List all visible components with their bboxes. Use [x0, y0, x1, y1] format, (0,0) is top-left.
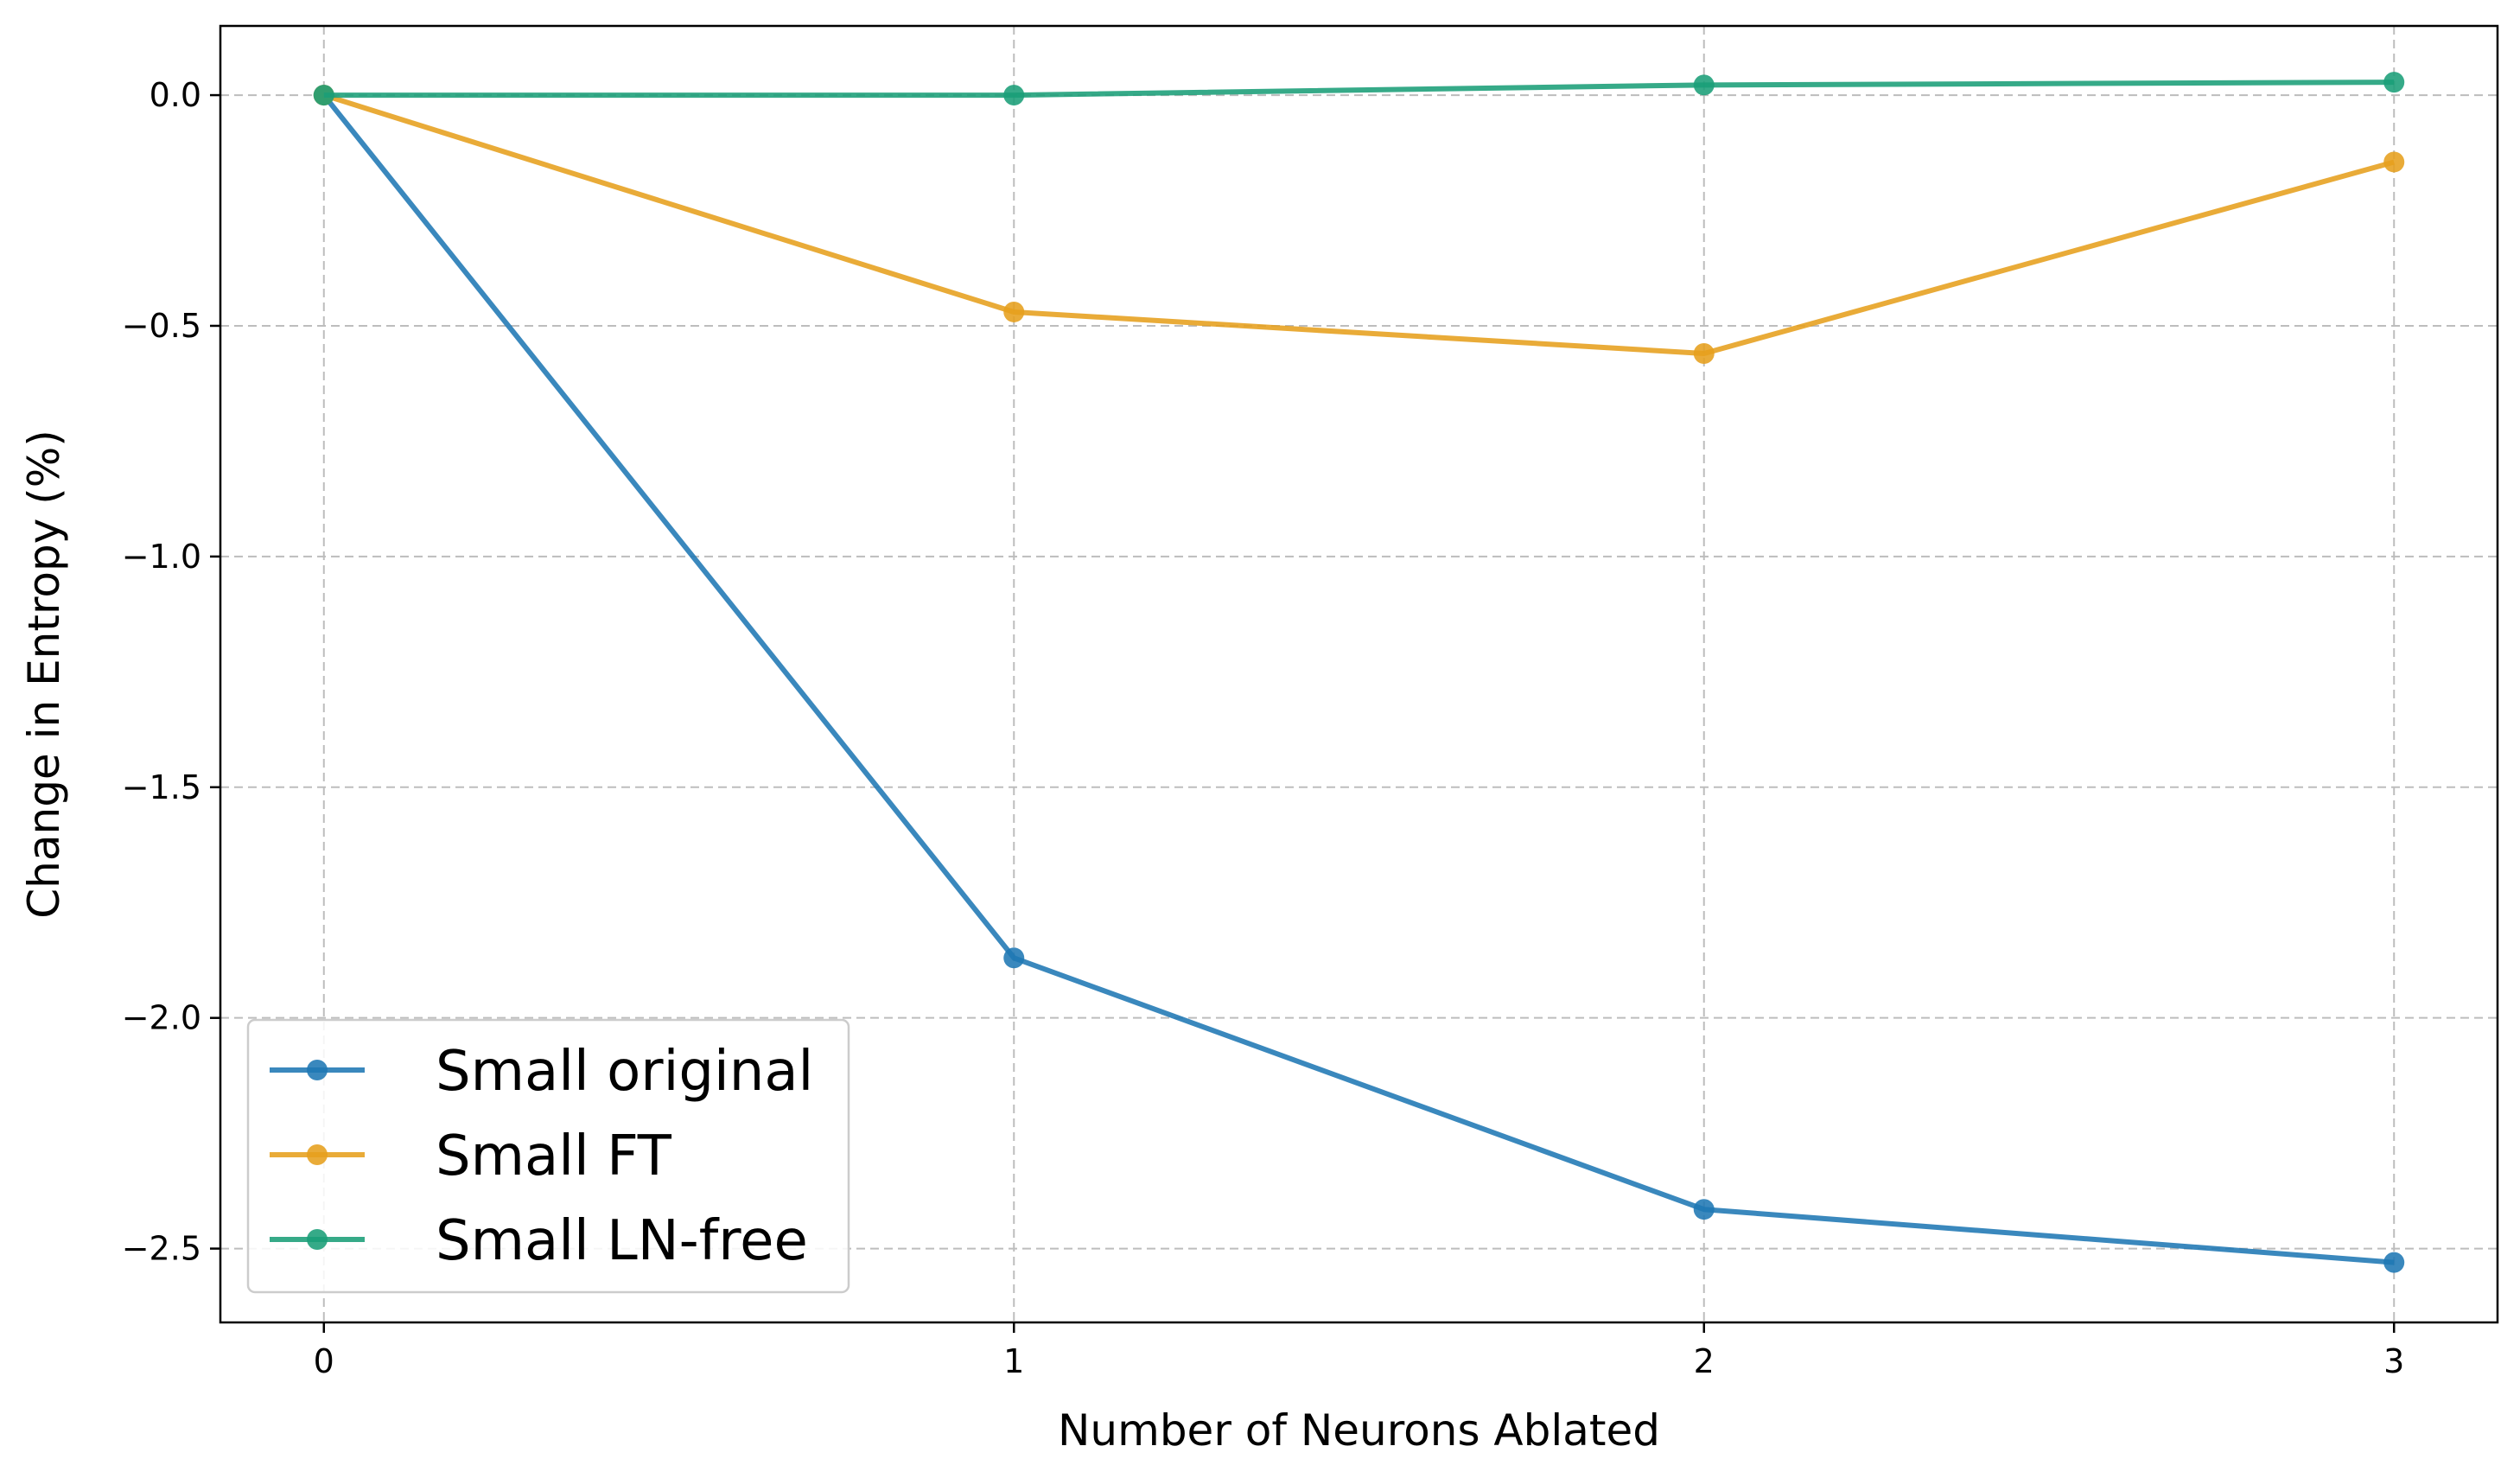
x-tick-label: 2 — [1694, 1342, 1715, 1380]
y-tick-label: −1.0 — [122, 538, 201, 576]
y-tick-label: −2.5 — [122, 1230, 201, 1268]
series-2 — [313, 72, 2405, 106]
x-tick-label: 1 — [1003, 1342, 1024, 1380]
legend-entry: Small FT — [270, 1124, 672, 1188]
series-lines — [313, 72, 2405, 1273]
series-1 — [313, 85, 2405, 365]
legend-marker — [307, 1060, 328, 1080]
legend-marker — [307, 1229, 328, 1250]
data-point — [1003, 85, 1025, 106]
plot-area-frame — [219, 24, 2499, 1324]
data-point — [1693, 74, 1715, 96]
data-point — [1693, 343, 1715, 365]
series-line — [322, 92, 2396, 357]
axis-ticks: 0 1 2 3 0.0 −0.5 −1.0 −1.5 −2.0 −2.5 — [122, 76, 2405, 1380]
legend-marker — [307, 1144, 328, 1165]
y-tick-label: 0.0 — [150, 76, 201, 114]
x-tick-label: 3 — [2383, 1342, 2404, 1380]
data-point — [1003, 301, 1025, 322]
y-tick-label: −0.5 — [122, 307, 201, 345]
data-point — [2383, 151, 2405, 173]
legend-label: Small FT — [436, 1124, 672, 1188]
data-point — [1693, 1199, 1715, 1220]
x-axis-label: Number of Neurons Ablated — [1058, 1405, 1660, 1456]
y-tick-label: −1.5 — [122, 768, 201, 806]
data-point — [2383, 1252, 2405, 1273]
grid — [220, 26, 2498, 1322]
legend-box — [246, 1018, 850, 1294]
x-tick-label: 0 — [314, 1342, 334, 1380]
y-tick-label: −2.0 — [122, 999, 201, 1037]
legend-label: Small original — [436, 1040, 813, 1104]
data-point — [1003, 947, 1025, 969]
y-axis-label: Change in Entropy (%) — [19, 430, 69, 918]
legend-label: Small LN-free — [436, 1209, 808, 1273]
legend-entry: Small original — [270, 1040, 813, 1104]
legend: Small original Small FT Small LN-free — [246, 1018, 850, 1294]
data-point — [2383, 72, 2405, 93]
series-line — [323, 80, 2395, 99]
data-point — [313, 85, 334, 106]
series-line — [321, 93, 2395, 1265]
legend-entry: Small LN-free — [270, 1209, 808, 1273]
